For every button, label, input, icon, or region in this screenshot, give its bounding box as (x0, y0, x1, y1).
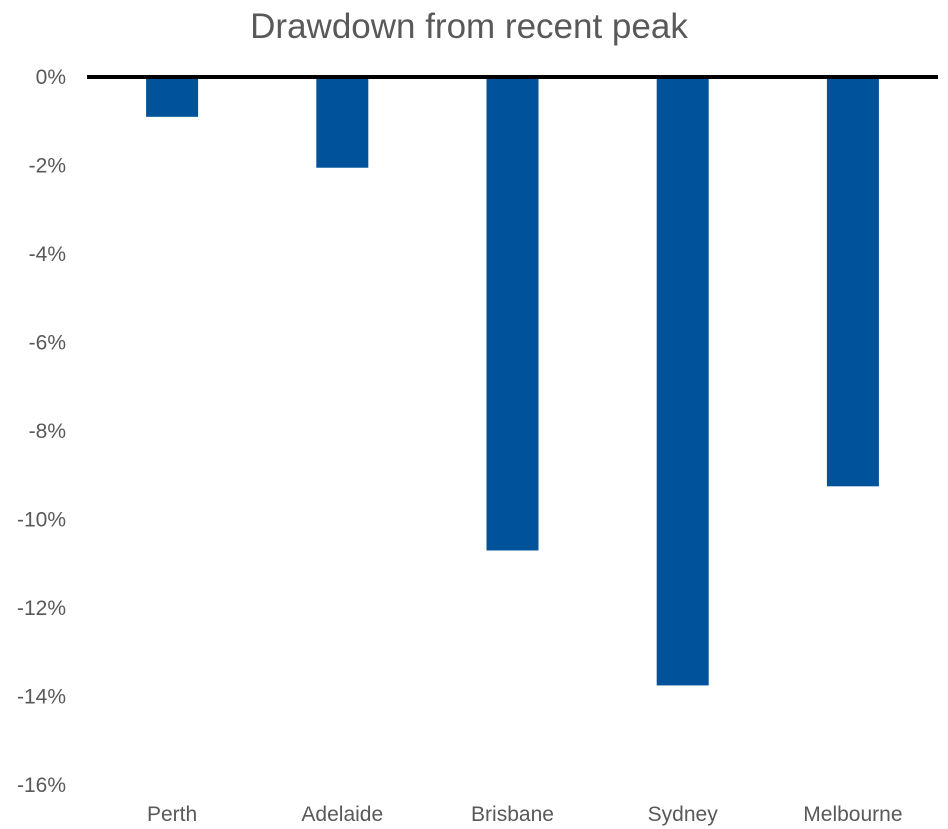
x-tick-label: Perth (147, 803, 197, 826)
y-tick-label: -2% (29, 155, 66, 178)
y-tick-label: -14% (17, 686, 66, 709)
x-tick-label: Melbourne (803, 803, 902, 826)
y-tick-label: -4% (29, 243, 66, 266)
bars (146, 77, 879, 686)
x-tick-label: Brisbane (471, 803, 554, 826)
bar-adelaide (316, 77, 369, 168)
y-tick-label: -6% (29, 332, 66, 355)
x-tick-label: Sydney (648, 803, 719, 826)
bar-sydney (656, 77, 709, 686)
y-tick-label: -16% (17, 774, 66, 797)
x-tick-label: Adelaide (301, 803, 383, 826)
y-tick-label: -8% (29, 420, 66, 443)
bar-brisbane (486, 77, 539, 551)
x-axis-categories: Perth Adelaide Brisbane Sydney Melbourne (147, 803, 903, 826)
y-tick-label: -12% (17, 597, 66, 620)
bar-melbourne (826, 77, 879, 487)
bar-perth (146, 77, 199, 117)
chart-title: Drawdown from recent peak (250, 7, 688, 46)
y-tick-label: 0% (36, 66, 66, 89)
y-axis-ticks: 0% -2% -4% -6% -8% -10% -12% -14% -16% (17, 66, 66, 797)
y-tick-label: -10% (17, 509, 66, 532)
